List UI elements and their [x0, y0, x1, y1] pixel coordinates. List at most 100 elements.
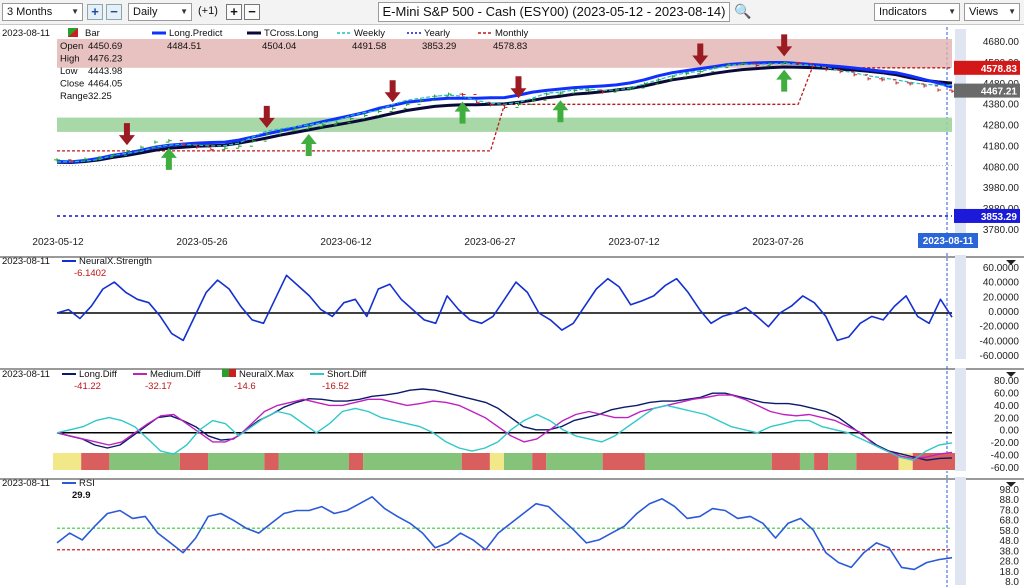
legend-name[interactable]: Monthly [495, 28, 529, 39]
legend-name[interactable]: Short.Diff [327, 369, 367, 380]
price-tag-label: 4578.83 [981, 64, 1018, 75]
x-tick-label: 2023-07-12 [608, 237, 660, 248]
offset-label: (+1) [198, 5, 218, 17]
neuralx-max-segment [856, 453, 899, 470]
ohlc-value: 4443.98 [88, 66, 122, 77]
chevron-down-icon[interactable] [1006, 482, 1016, 487]
neuralx-max-segment [602, 453, 645, 470]
legend-name[interactable]: NeuralX.Strength [79, 256, 152, 267]
legend-name[interactable]: TCross.Long [264, 28, 318, 39]
legend-value: -41.22 [74, 381, 101, 392]
legend-name[interactable]: Long.Predict [169, 28, 223, 39]
sell-arrow-icon [384, 80, 401, 103]
sell-arrow-icon [776, 34, 793, 57]
neuralx-max-segment [348, 453, 364, 470]
y-tick-label: 3780.00 [983, 225, 1020, 236]
y-tick-label: -60.0000 [980, 351, 1020, 362]
legend-swatch [68, 28, 78, 37]
y-tick-label: 40.0000 [983, 278, 1020, 289]
legend-name[interactable]: Yearly [424, 28, 450, 39]
buy-arrow-icon [160, 147, 177, 170]
panel-date: 2023-08-11 [2, 256, 50, 267]
neuralx-max-segment [264, 453, 279, 470]
y-tick-label: 80.00 [994, 376, 1019, 387]
chevron-down-icon: ▼ [948, 7, 956, 16]
views-button[interactable]: Views ▼ [964, 3, 1020, 21]
legend-value: 3853.29 [422, 41, 456, 52]
legend-value: 4504.04 [262, 41, 296, 52]
legend-name[interactable]: RSI [79, 478, 95, 489]
legend-name[interactable]: Weekly [354, 28, 385, 39]
legend-name[interactable]: Bar [85, 28, 100, 39]
y-tick-label: -60.00 [991, 463, 1020, 474]
y-tick-label: 20.0000 [983, 292, 1020, 303]
neuralx-max-segment [461, 453, 490, 470]
panel-date: 2023-08-11 [2, 478, 50, 489]
legend-name[interactable]: Medium.Diff [150, 369, 201, 380]
y-tick-label: 98.0 [1000, 485, 1020, 496]
y-tick-label: 38.0 [1000, 546, 1020, 557]
neuralx-max-segment [546, 453, 603, 470]
y-tick-label: 60.0000 [983, 263, 1020, 274]
sell-arrow-icon [258, 105, 275, 128]
x-tick-label: 2023-06-27 [464, 237, 516, 248]
monthly-line [57, 67, 952, 152]
long-diff-line [56, 388, 953, 461]
buy-arrow-icon [454, 101, 471, 124]
indicators-button[interactable]: Indicators ▼ [874, 3, 960, 21]
zoom-in-button[interactable]: + [87, 4, 103, 20]
neuralx-max-segment [814, 453, 829, 470]
toolbar: 3 Months ▼ + − Daily ▼ (+1) + − E-Mini S… [0, 0, 1024, 25]
y-tick-label: 0.0000 [988, 307, 1019, 318]
chevron-down-icon: ▼ [180, 7, 188, 16]
ohlc-label: Range [60, 91, 88, 102]
legend-name[interactable]: Long.Diff [79, 369, 117, 380]
search-icon[interactable]: 🔍 [734, 3, 752, 19]
neural-strength-line [56, 274, 953, 342]
y-tick-label: -40.00 [991, 451, 1020, 462]
long-predict-line [56, 61, 953, 164]
offset-plus-button[interactable]: + [226, 4, 242, 20]
legend-name[interactable]: NeuralX.Max [239, 369, 294, 380]
neuralx-max-segment [504, 453, 533, 470]
y-tick-label: 40.00 [994, 401, 1019, 412]
neuralx-max-segment [179, 453, 209, 470]
ohlc-value: 4476.23 [88, 54, 122, 65]
price-tag-label: 4467.21 [981, 87, 1018, 98]
y-tick-label: 48.0 [1000, 536, 1020, 547]
ohlc-value: 4450.69 [88, 41, 122, 52]
indicators-label: Indicators [879, 6, 927, 18]
y-tick-label: 68.0 [1000, 516, 1020, 527]
range-select[interactable]: 3 Months ▼ [2, 3, 83, 21]
y-tick-label: 78.0 [1000, 505, 1020, 516]
neuralx-max-segment [208, 453, 265, 470]
neuralx-max-segment [771, 453, 800, 470]
chevron-down-icon[interactable] [1006, 260, 1016, 265]
y-tick-label: 58.0 [1000, 526, 1020, 537]
chevron-down-icon[interactable] [1006, 372, 1016, 377]
scroll-strip [955, 368, 966, 471]
y-tick-label: -20.00 [991, 438, 1020, 449]
x-tick-label: 2023-06-12 [320, 237, 372, 248]
y-tick-label: 4280.00 [983, 121, 1020, 132]
legend-value: 4491.58 [352, 41, 386, 52]
sell-arrow-icon [510, 76, 527, 99]
minus-icon: − [110, 4, 118, 19]
ohlc-value: 32.25 [88, 91, 112, 102]
buy-arrow-icon [300, 133, 317, 156]
y-tick-label: 4080.00 [983, 162, 1020, 173]
offset-minus-button[interactable]: − [244, 4, 260, 20]
chart-title-field[interactable]: E-Mini S&P 500 - Cash (ESY00) (2023-05-1… [378, 2, 730, 22]
zoom-out-button[interactable]: − [106, 4, 122, 20]
legend-value: -14.6 [234, 381, 256, 392]
neuralx-max-segment [799, 453, 815, 470]
y-tick-label: -40.0000 [980, 336, 1020, 347]
plus-icon: + [230, 4, 238, 19]
interval-select[interactable]: Daily ▼ [128, 3, 192, 21]
chart-area[interactable]: 4680.004580.004480.004380.004280.004180.… [0, 25, 1024, 588]
neuralx-max-segment [53, 453, 82, 470]
sell-arrow-icon [692, 43, 709, 66]
neuralx-max-segment [109, 453, 180, 470]
plus-icon: + [91, 4, 99, 19]
ohlc-label: Open [60, 41, 83, 52]
